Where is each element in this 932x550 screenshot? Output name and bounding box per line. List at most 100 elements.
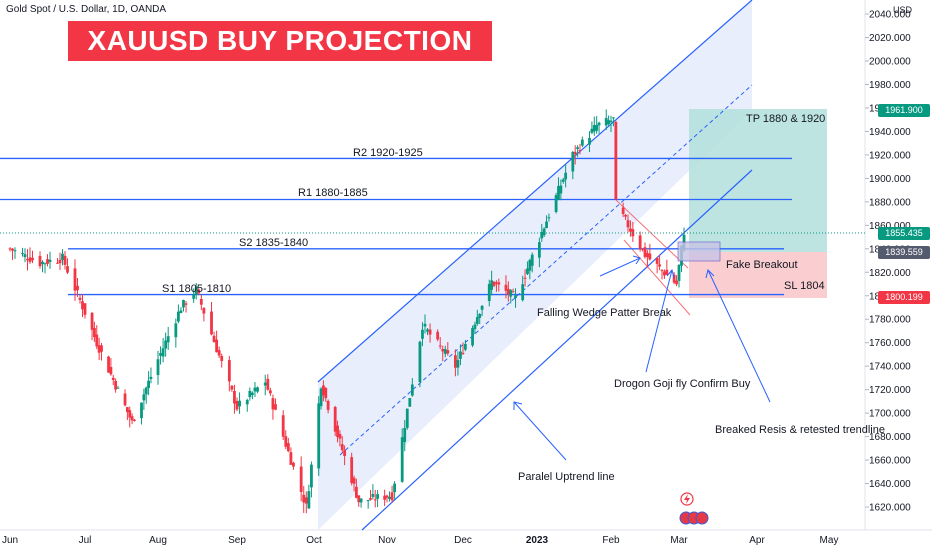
wedge-upper-line [615,199,689,269]
candle-body [21,253,24,255]
candle-body [133,419,136,421]
candle-body [509,290,513,297]
candle-body [28,257,32,262]
candle-body [109,366,113,375]
candle-body [284,436,288,447]
candle-body [212,335,216,343]
candle-body [490,280,494,290]
price-tick-label: 1900.000 [869,174,911,185]
channel-upper-line [317,0,753,383]
candle-body [578,150,582,152]
candle-body [130,416,134,421]
candle-body [418,341,422,382]
current-price-tag: 1855.435 [878,227,930,240]
candle-body [624,215,627,217]
time-tick-label: Sep [228,535,246,546]
candle-body [317,403,321,469]
wedge-lower-line [623,239,691,316]
candle-body [142,394,146,401]
candle-body [655,257,659,264]
candle-body [125,407,129,413]
candle-body [408,398,412,407]
candle-body [471,328,474,346]
candle-body [268,390,272,394]
candle-body [322,385,325,396]
candle-body [614,121,618,200]
price-tick-label: 1620.000 [869,503,911,514]
candle-body [369,498,372,500]
candle-body [13,250,17,252]
candle-body [463,343,467,350]
candle-body [383,495,387,500]
price-tick-label: 1980.000 [869,80,911,91]
candle-body [310,464,313,488]
price-tick-label: 2020.000 [869,33,911,44]
candle-body [388,496,391,499]
candle-body [573,151,577,155]
candle-body [43,263,47,265]
candle-body [350,457,354,484]
candle-body [176,311,180,322]
candle-body [597,122,601,126]
price-tick-label: 1640.000 [869,479,911,490]
candle-body [511,291,515,293]
time-tick-label: Aug [149,535,167,546]
candle-body [217,350,221,356]
candle-body [530,254,534,266]
candle-body [428,329,432,335]
time-tick-label: Apr [749,535,765,546]
candle-body [238,400,241,407]
candle-body [56,262,59,264]
projection-banner: XAUUSD BUY PROJECTION 05.03.23 [68,21,492,96]
candle-body [446,350,450,354]
candle-body [677,264,681,281]
price-tick-label: 2000.000 [869,57,911,68]
candle-body [478,314,482,318]
candle-body [114,380,118,390]
candle-body [580,139,584,146]
candle-body [210,311,213,335]
candle-body [376,494,379,499]
price-tick-label: 1940.000 [869,127,911,138]
time-axis[interactable]: Jun Jul Aug Sep Oct Nov Dec 2023 Feb Mar Apr May [2,535,839,546]
price-tick-label: 2040.000 [869,10,911,21]
candle-body [366,500,370,502]
candle-body [547,217,551,219]
candle-body [116,387,120,389]
sl-label: SL 1804 [784,280,825,292]
candle-body [144,387,148,395]
candle-body [357,495,361,503]
price-axis[interactable]: 1620.000 1640.000 1660.000 1680.000 1700.000… [865,10,911,514]
time-tick-label: Dec [454,535,472,546]
event-icons[interactable] [679,492,709,525]
candle-body [166,336,170,343]
candle-body [174,323,178,338]
candle-body [631,229,635,237]
candle-body [638,235,642,249]
candle-body [248,390,252,398]
candle-body [326,400,330,410]
candle-body [235,400,239,410]
candle-body [343,450,347,456]
candle-body [274,404,277,410]
candle-body [595,124,599,131]
candle-body [26,259,29,261]
candle-body [504,284,508,291]
price-tick-label: 1760.000 [869,338,911,349]
candle-body [147,380,150,389]
candle-body [58,259,62,264]
candle-body [97,345,101,353]
candle-body [8,248,12,250]
candle-body [371,494,375,497]
candle-body [215,339,219,353]
candle-body [179,310,183,314]
time-tick-label: 2023 [526,535,549,546]
candle-body [227,360,231,382]
candle-body [514,295,517,299]
annotation-breaked-resis: Breaked Resis & retested trendline [715,424,885,436]
candle-body [286,443,290,452]
sl-price-tag: 1800.199 [878,291,930,304]
channel-lower-line [361,169,753,531]
time-tick-label: Nov [378,535,396,546]
